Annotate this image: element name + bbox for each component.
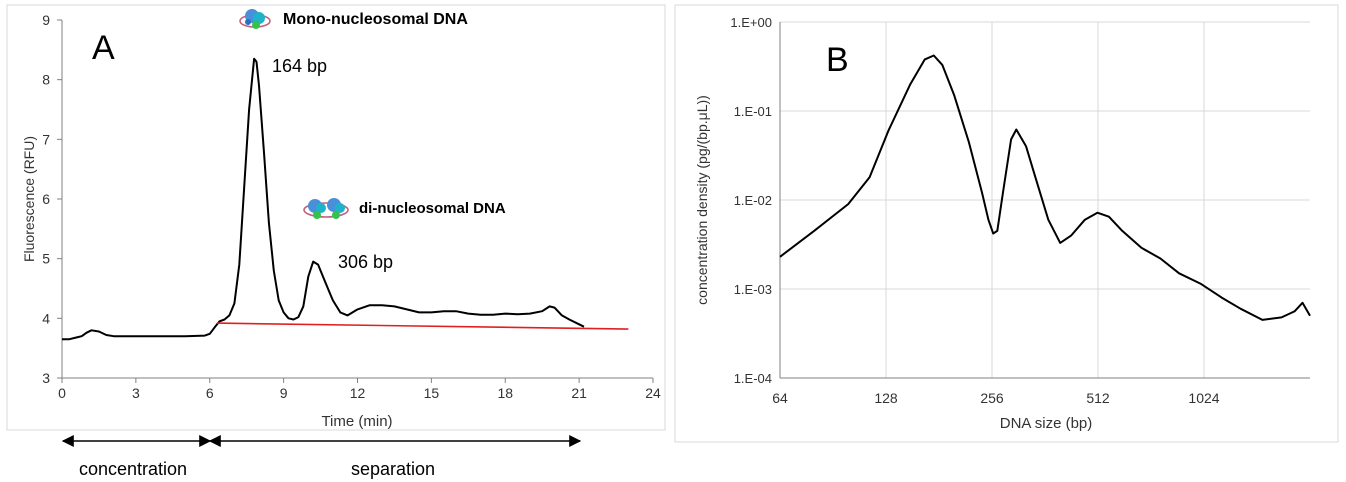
chart-a-x-tick-label: 15 [424,385,440,401]
chart-a-y-tick-label: 6 [42,191,50,207]
chart-b-y-tick-label: 1.E-01 [734,104,772,119]
di-nucleosome-icon [303,198,349,219]
chart-b-x-tick-label: 256 [980,390,1004,406]
peak1-size: 164 bp [272,56,327,76]
chart-b-x-axis: 64 128 256 512 1024 [772,390,1220,406]
concentration-label: concentration [79,459,187,479]
chart-a-y-axis: 3 4 5 6 7 8 9 [42,12,62,386]
chart-a-frame [6,4,666,431]
peak1-title: Mono-nucleosomal DNA [283,11,468,28]
chart-a-x-axis-title: Time (min) [321,413,392,430]
mono-nucleosome-icon [239,9,271,29]
chart-b-panel-label: B [826,41,849,79]
chart-b-y-tick-label: 1.E-04 [734,371,772,386]
chart-a-x-tick-label: 21 [571,385,587,401]
chart-a-x-tick-label: 12 [350,385,366,401]
chart-b-y-tick-label: 1.E-02 [734,193,772,208]
chart-b-series [779,54,1311,321]
chart-a-x-tick-label: 9 [280,385,288,401]
chart-b-y-tick-label: 1.E+00 [730,15,772,30]
chart-b: B 1.E-04 1.E-03 1.E-02 1.E-01 1.E+00 64 128 25… [674,4,1339,443]
chart-b-x-tick-label: 1024 [1188,390,1219,406]
peak2-title: di-nucleosomal DNA [359,200,506,217]
chart-a-series [62,57,629,341]
chart-a-x-tick-label: 6 [206,385,214,401]
chart-a-baseline-line [217,322,629,330]
chart-b-size-distribution-line [779,54,1311,321]
chart-a-y-tick-label: 9 [42,12,50,28]
chart-b-frame [674,4,1339,443]
chart-b-x-tick-label: 128 [874,390,898,406]
separation-label: separation [351,459,435,479]
chart-b-x-axis-title: DNA size (bp) [1000,415,1093,432]
chart-a-x-tick-label: 0 [58,385,66,401]
chart-b-y-tick-label: 1.E-03 [734,282,772,297]
peak2-size: 306 bp [338,252,393,272]
chart-b-y-axis-title: concentration density (pg/(bp.μL)) [694,95,710,305]
chart-a-y-tick-label: 7 [42,131,50,147]
chart-a-electropherogram-line [62,57,585,341]
chart-a-panel-label: A [92,29,115,67]
chart-a-x-axis: 0 3 6 9 12 15 18 21 24 [58,378,661,401]
chart-a-x-tick-label: 18 [497,385,513,401]
chart-b-y-axis: 1.E-04 1.E-03 1.E-02 1.E-01 1.E+00 [730,15,772,386]
chart-a-x-tick-label: 3 [132,385,140,401]
chart-b-x-tick-label: 512 [1086,390,1110,406]
chart-a-y-axis-title: Fluorescence (RFU) [21,136,37,262]
chart-a-y-tick-label: 3 [42,370,50,386]
chart-a-y-tick-label: 4 [42,310,50,326]
chart-b-x-tick-label: 64 [772,390,788,406]
chart-a-x-tick-label: 24 [645,385,661,401]
chart-a-y-tick-label: 8 [42,72,50,88]
chart-b-grid [780,21,1310,378]
chart-a-y-tick-label: 5 [42,251,50,267]
